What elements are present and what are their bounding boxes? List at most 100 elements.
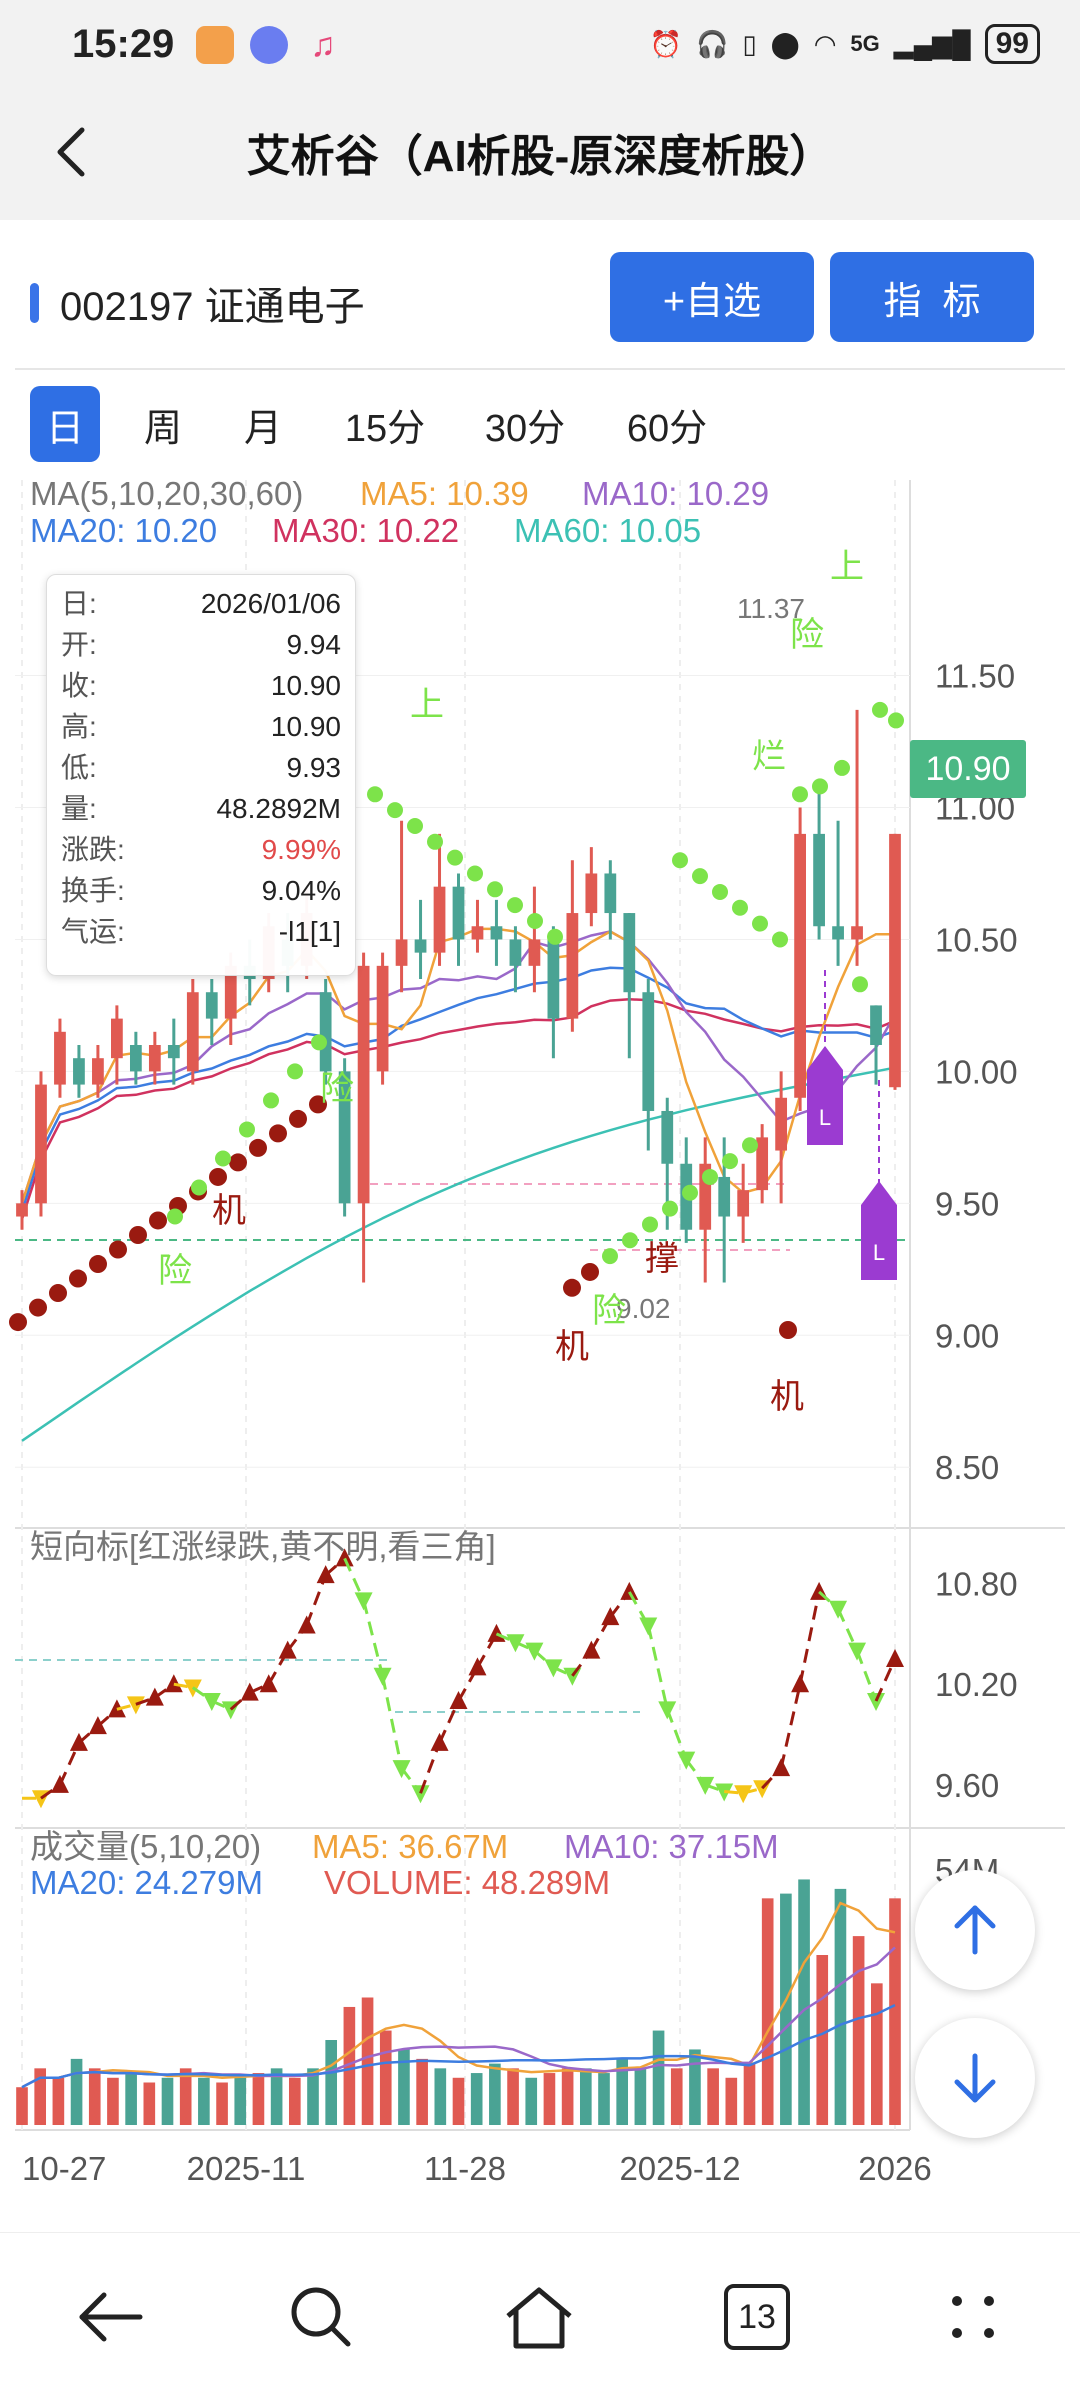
signal-dot-green: [367, 786, 383, 803]
volume-bar: [270, 2068, 283, 2125]
info-row: 气运: -l1[1]: [61, 911, 341, 952]
candle-body: [718, 1176, 731, 1217]
candle-body: [395, 939, 408, 966]
info-label: 气运:: [61, 916, 125, 947]
signal-segment: [419, 1742, 441, 1794]
signal-dot-green: [852, 976, 868, 993]
signal-dot-red: [109, 1240, 127, 1259]
current-price-tag: 10.90: [910, 740, 1026, 798]
info-row: 低: 9.93: [61, 747, 341, 788]
volume-bar: [325, 2040, 338, 2125]
signal-segment: [514, 1640, 536, 1653]
divider: [15, 368, 1065, 370]
date-tick-label: 11-28: [424, 2150, 506, 2187]
status-icons: ⏰ 🎧 ▯ ⬤ ◠ 5G ▂▄▆█ 99: [650, 24, 1040, 64]
tabs-icon: 13: [724, 2284, 790, 2350]
signal-segment: [153, 1682, 175, 1699]
volume-bar: [579, 2068, 592, 2125]
info-value: 9.94: [286, 629, 342, 660]
vol-ma20-line: [21, 2003, 896, 2089]
signal-segment: [798, 1591, 821, 1685]
info-row: 换手: 9.04%: [61, 870, 341, 911]
volume-bar: [161, 2077, 174, 2125]
signal-dot-green: [507, 897, 523, 914]
nav-back-button[interactable]: [64, 2272, 154, 2362]
tab-day[interactable]: 日: [30, 386, 100, 462]
candle-body: [851, 926, 863, 940]
volume-bar: [125, 2073, 137, 2125]
l-marker-2-label: L: [873, 1240, 885, 1265]
signal-segment: [438, 1700, 460, 1744]
signal-dot-green: [447, 849, 463, 866]
volume-bar: [307, 2068, 319, 2125]
signal-dot-green: [742, 1137, 758, 1154]
tab-month[interactable]: 月: [243, 407, 282, 450]
candle-body: [585, 873, 598, 914]
alarm-icon: ⏰: [649, 28, 682, 59]
signal-dot-green: [692, 868, 708, 885]
kline-chart[interactable]: MA(5,10,20,30,60) MA5: 10.39 MA10: 10.29…: [0, 470, 1080, 2200]
nav-search-button[interactable]: [276, 2272, 366, 2362]
date-tick-label: 2025-12: [619, 2150, 740, 2187]
volume-bar: [652, 2030, 665, 2125]
candle-body: [889, 833, 901, 1088]
info-label: 日:: [61, 588, 97, 619]
status-time: 15:29: [72, 22, 175, 66]
search-icon: [291, 2287, 351, 2347]
nav-tabs-button[interactable]: 13: [712, 2272, 802, 2362]
volume-legend: VOLUME: 48.289M: [324, 1864, 610, 1901]
arrow-up-icon: [954, 1905, 996, 1955]
volume-bar: [252, 2073, 265, 2125]
candle-body: [452, 886, 465, 940]
signal-dot-green: [467, 865, 483, 882]
candle-body: [471, 926, 484, 940]
scroll-down-button[interactable]: [915, 2018, 1035, 2138]
back-button[interactable]: [30, 112, 110, 192]
tab-week[interactable]: 周: [143, 407, 182, 450]
signal-dot-green: [888, 712, 904, 729]
signal-segment: [533, 1649, 555, 1669]
candle-body: [794, 833, 806, 1098]
home-icon: [506, 2287, 572, 2349]
price-tick-label: 9.50: [935, 1185, 999, 1222]
signal-dot-red: [69, 1269, 87, 1288]
info-label: 换手:: [61, 875, 125, 906]
signal-segment: [818, 1590, 840, 1610]
candle-body: [224, 965, 237, 1019]
candle-info-card: 日: 2026/01/06 开: 9.94 收: 10.90 高: 10.90 低: 9.93 量:…: [46, 574, 356, 976]
signal-segment: [495, 1632, 517, 1644]
signal-triangle: [126, 1696, 145, 1715]
signal-mark-risk-4: 险: [592, 1292, 626, 1330]
signal-dot-green: [772, 931, 788, 948]
scroll-up-button[interactable]: [915, 1870, 1035, 1990]
signal-icon: ▂▄▆█: [893, 28, 971, 59]
volume-bar: [288, 2077, 301, 2125]
ma60-line: [21, 1066, 896, 1442]
candle-body: [129, 1045, 142, 1072]
indicator-button[interactable]: 指 标: [830, 252, 1034, 342]
nav-menu-button[interactable]: [928, 2272, 1018, 2362]
signal-dot-green: [834, 759, 850, 776]
signal-dot-green: [622, 1232, 638, 1249]
signal-mark-ji-1: 机: [212, 1192, 246, 1230]
volume-bar: [852, 1936, 865, 2125]
nav-home-button[interactable]: [494, 2272, 584, 2362]
chevron-left-icon: [57, 127, 85, 177]
volume-bar: [870, 1983, 883, 2125]
tab-30min[interactable]: 30分: [484, 407, 566, 450]
candle-body: [642, 992, 655, 1111]
date-tick-label: 2025-11: [187, 2150, 306, 2187]
volume-bar: [616, 2058, 629, 2125]
signal-dot-red: [269, 1124, 287, 1143]
headphones-icon: 🎧: [695, 28, 729, 59]
add-watchlist-button[interactable]: +自选: [610, 252, 814, 342]
vol-ma10-legend: MA10: 37.15M: [564, 1828, 779, 1865]
volume-bar: [725, 2077, 738, 2125]
signal-dot-red: [289, 1109, 307, 1128]
signal-segment: [40, 1783, 61, 1800]
volume-bar: [70, 2058, 83, 2125]
tab-60min[interactable]: 60分: [626, 407, 708, 450]
battery-saver-icon: ▯: [742, 28, 757, 59]
tab-15min[interactable]: 15分: [344, 407, 426, 450]
signal-dot-red: [779, 1321, 797, 1339]
